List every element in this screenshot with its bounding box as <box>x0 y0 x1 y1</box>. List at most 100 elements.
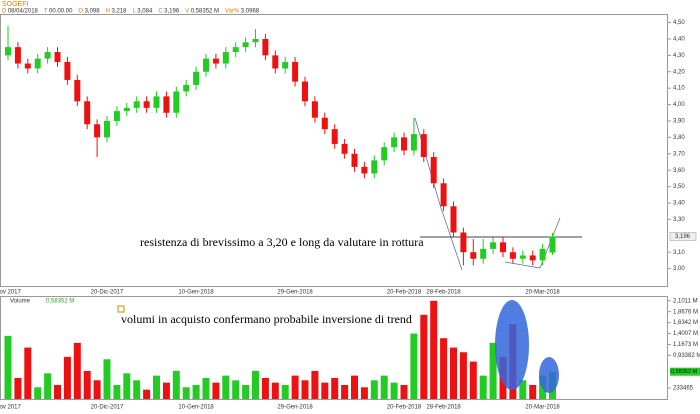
volume-bar <box>291 375 299 399</box>
x-tick-label: Nov 2017 <box>0 290 22 296</box>
candle-body <box>331 129 338 144</box>
candle-body <box>133 101 140 108</box>
candle-body <box>410 134 417 151</box>
candle-body <box>113 111 120 121</box>
volume-bar <box>192 384 200 399</box>
volume-bar <box>44 373 52 399</box>
volume-bar <box>123 373 131 399</box>
candle-body <box>262 38 269 56</box>
candle-body <box>460 232 467 253</box>
volume-bar <box>351 375 358 399</box>
volume-bar <box>24 347 32 399</box>
volume-bar <box>380 375 388 399</box>
x-tick-label: 20-Dic-2017 <box>91 290 124 296</box>
candle-body <box>480 248 487 259</box>
candle-body <box>193 71 200 85</box>
y-tick-label: 233465 <box>673 386 694 392</box>
volume-bar <box>390 382 398 399</box>
candle-body <box>391 137 398 148</box>
volume-tag-label: 0,58352 M <box>671 369 697 375</box>
x-tick-label: 28-Feb-2018 <box>426 290 461 296</box>
header-value: 3,0968 <box>241 9 260 15</box>
volume-bar <box>93 380 101 399</box>
candle-body <box>242 42 249 48</box>
highlight <box>539 357 559 393</box>
header-value: 3,196 <box>164 9 180 15</box>
header-key: C <box>158 9 163 15</box>
candle-body <box>509 252 516 259</box>
price-panel <box>0 14 668 287</box>
volume-panel <box>0 296 668 400</box>
volume-bar <box>261 377 269 399</box>
volume-bar <box>331 377 339 399</box>
header-value: 3,218 <box>111 9 127 15</box>
y-tick-label: 3,70 <box>673 151 685 157</box>
candle-body <box>153 96 160 108</box>
candle-body <box>341 143 348 154</box>
overlay: 3,196 0,58352 M <box>669 232 700 376</box>
y-tick-label: 3,60 <box>673 168 685 174</box>
header-key: H <box>106 9 110 15</box>
volume-bar <box>143 389 151 399</box>
volume-bar <box>341 384 349 399</box>
volume-bar <box>360 387 368 399</box>
volume-bar <box>529 384 537 399</box>
candle-body <box>361 166 368 174</box>
header-key: Var% <box>225 9 240 15</box>
volume-bar <box>252 370 259 399</box>
volume-bar <box>133 380 141 399</box>
y-tick-label: 4,10 <box>673 86 685 92</box>
x-tick-label: 29-Gen-2018 <box>277 405 313 411</box>
candle-body <box>272 55 279 69</box>
header-key: L <box>132 9 136 15</box>
y-tick-label: 4,00 <box>673 102 685 108</box>
volume-bar <box>321 382 329 399</box>
volume-bar <box>202 377 210 399</box>
header-value: 3,098 <box>85 9 101 15</box>
candle-body <box>371 160 378 174</box>
volume-bar <box>420 314 428 399</box>
header-value: 08/04/2018 <box>8 9 39 15</box>
candle-body <box>351 153 358 167</box>
y-tick-label: 1,6342 M <box>673 320 698 326</box>
candle-body <box>74 79 81 102</box>
volume-tag <box>670 367 700 376</box>
volume-bar <box>54 384 61 399</box>
annotation: resistenza di brevissimo a 3,20 e long d… <box>140 235 424 249</box>
header-key: D <box>2 9 7 15</box>
volume-bar <box>153 375 160 399</box>
header-key: V <box>185 9 189 15</box>
x-tick-label: 20-Feb-2018 <box>387 290 422 296</box>
marks: 4,50 4,40 4,30 4,20 4,10 4,00 3,90 3,80 3,70 3,60… <box>0 20 700 410</box>
volume-label: Volume <box>10 299 31 305</box>
volume-bar <box>63 356 71 399</box>
volume-bar <box>271 382 279 399</box>
candle-body <box>44 52 51 59</box>
candle-body <box>401 137 407 151</box>
header-fields: D 08/04/2018 T 00.00.00 O 3,098 H 3,218 L 3,084 C 3… <box>2 9 260 15</box>
volume-bar <box>469 361 477 399</box>
candle-body <box>94 124 101 138</box>
x-tick-label: Nov 2017 <box>0 405 22 411</box>
y-tick-label: 3,10 <box>673 250 685 256</box>
candle-body <box>252 38 259 43</box>
candle-body <box>5 47 11 56</box>
volume-bar <box>14 377 22 399</box>
volume-bar <box>281 384 289 399</box>
candle-body <box>222 52 229 64</box>
y-tick-label: 3,00 <box>673 266 685 272</box>
header-value: 3,084 <box>137 9 153 15</box>
candle-body <box>302 81 308 102</box>
candle-body <box>450 206 457 233</box>
highlight <box>495 300 529 390</box>
trend-line <box>504 217 561 269</box>
volume-bar <box>182 387 190 399</box>
volume-bar <box>212 382 220 399</box>
x-tick-label: 20-Mar-2018 <box>525 405 560 411</box>
candle-body <box>183 84 190 92</box>
header-key: T <box>44 9 48 15</box>
x-tick-label: 10-Gen-2018 <box>178 405 214 411</box>
candle-body <box>203 58 209 72</box>
header-value: 0,58352 M <box>191 9 219 15</box>
